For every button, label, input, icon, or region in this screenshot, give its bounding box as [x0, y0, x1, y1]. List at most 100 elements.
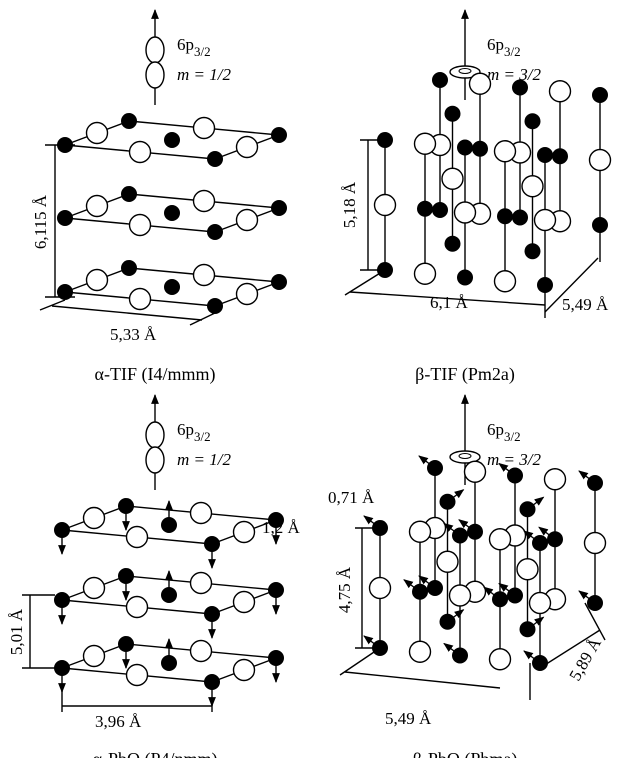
orbital-subscript: 3/2	[194, 44, 211, 59]
line	[340, 648, 380, 675]
atom-light	[127, 597, 148, 618]
atom-dark	[207, 151, 223, 167]
atom-light	[194, 118, 215, 139]
atom-dark	[54, 660, 70, 676]
atom-light	[127, 527, 148, 548]
atom-light	[87, 196, 108, 217]
atom-dark	[512, 210, 528, 226]
atom-dark	[507, 588, 523, 604]
magnetic-quantum-number: m = 3/2	[487, 450, 541, 469]
dimension-label: 6,1 Å	[430, 293, 469, 312]
atom-dark	[520, 621, 536, 637]
atom-dark	[587, 595, 603, 611]
orbital-label: 6p3/2	[487, 420, 521, 444]
dimension-label: 5,49 Å	[385, 709, 432, 728]
atom-dark	[204, 606, 220, 622]
atom-dark	[54, 592, 70, 608]
atom-light	[455, 202, 476, 223]
orbital-lobe	[146, 37, 164, 63]
atom-dark	[457, 140, 473, 156]
atom-light	[84, 508, 105, 529]
atom-light	[84, 646, 105, 667]
atom-dark	[164, 132, 180, 148]
orbital-symbol: 6p	[487, 420, 504, 439]
atom-dark	[427, 460, 443, 476]
atom-dark	[445, 106, 461, 122]
dimension-label: 3,96 Å	[95, 712, 142, 731]
atom-dark	[161, 655, 177, 671]
atom-light	[370, 578, 391, 599]
atom-light	[535, 210, 556, 231]
dimension-label: 5,33 Å	[110, 325, 157, 344]
atom-light	[517, 559, 538, 580]
atom-light	[191, 641, 212, 662]
atom-dark	[552, 148, 568, 164]
atom-light	[490, 529, 511, 550]
atom-dark	[271, 200, 287, 216]
dimension-label: 0,71 Å	[328, 488, 375, 507]
atom-dark	[445, 236, 461, 252]
atom-dark	[161, 517, 177, 533]
atom-dark	[452, 648, 468, 664]
dimension-label: 6,115 Å	[31, 194, 50, 249]
atom-dark	[204, 674, 220, 690]
orbital-label: 6p3/2	[487, 35, 521, 59]
atom-dark	[268, 582, 284, 598]
line	[345, 270, 385, 295]
atom-light	[585, 533, 606, 554]
atom-light	[191, 573, 212, 594]
atom-dark	[507, 468, 523, 484]
dimension-label: 4,75 Å	[335, 566, 354, 613]
atom-dark	[532, 655, 548, 671]
orbital-subscript: 3/2	[504, 429, 521, 444]
atom-dark	[427, 580, 443, 596]
orbital-lobe	[146, 62, 164, 88]
atom-dark	[467, 524, 483, 540]
magnetic-quantum-number: m = 1/2	[177, 450, 231, 469]
atom-dark	[520, 501, 536, 517]
atom-dark	[440, 614, 456, 630]
atom-dark	[547, 531, 563, 547]
atom-dark	[204, 536, 220, 552]
atom-dark	[432, 72, 448, 88]
atom-dark	[118, 498, 134, 514]
atom-light	[194, 265, 215, 286]
caption: α-TIF (I4/mmm)	[95, 364, 216, 385]
atom-dark	[57, 210, 73, 226]
atom-dark	[164, 279, 180, 295]
atom-light	[415, 263, 436, 284]
atom-dark	[164, 205, 180, 221]
atom-dark	[121, 260, 137, 276]
dimension-label: 5,01 Å	[7, 608, 26, 655]
orbital-symbol: 6p	[177, 420, 194, 439]
atom-light	[442, 168, 463, 189]
atom-dark	[440, 494, 456, 510]
atom-light	[237, 137, 258, 158]
atom-light	[130, 142, 151, 163]
atom-dark	[452, 528, 468, 544]
atom-dark	[512, 80, 528, 96]
atom-light	[450, 585, 471, 606]
line	[52, 306, 202, 320]
atom-dark	[54, 522, 70, 538]
figure: 6p3/2m = 1/2α-TIF (I4/mmm)6p3/2m = 3/2β-…	[0, 0, 624, 758]
caption: β-PbO (Pbma)	[413, 749, 518, 758]
atom-dark	[271, 274, 287, 290]
line	[345, 672, 500, 688]
dimension-label: 1,2 Å	[262, 518, 301, 537]
atom-light	[234, 522, 255, 543]
atom-light	[465, 461, 486, 482]
atom-light	[590, 150, 611, 171]
atom-light	[375, 195, 396, 216]
dimension-label: 5,18 Å	[340, 181, 359, 228]
atom-light	[237, 284, 258, 305]
atom-light	[87, 270, 108, 291]
atom-dark	[268, 650, 284, 666]
atom-light	[522, 176, 543, 197]
orbital-label: 6p3/2	[177, 420, 211, 444]
orbital-symbol: 6p	[487, 35, 504, 54]
atom-dark	[497, 208, 513, 224]
atom-light	[130, 289, 151, 310]
atom-dark	[271, 127, 287, 143]
magnetic-quantum-number: m = 1/2	[177, 65, 231, 84]
